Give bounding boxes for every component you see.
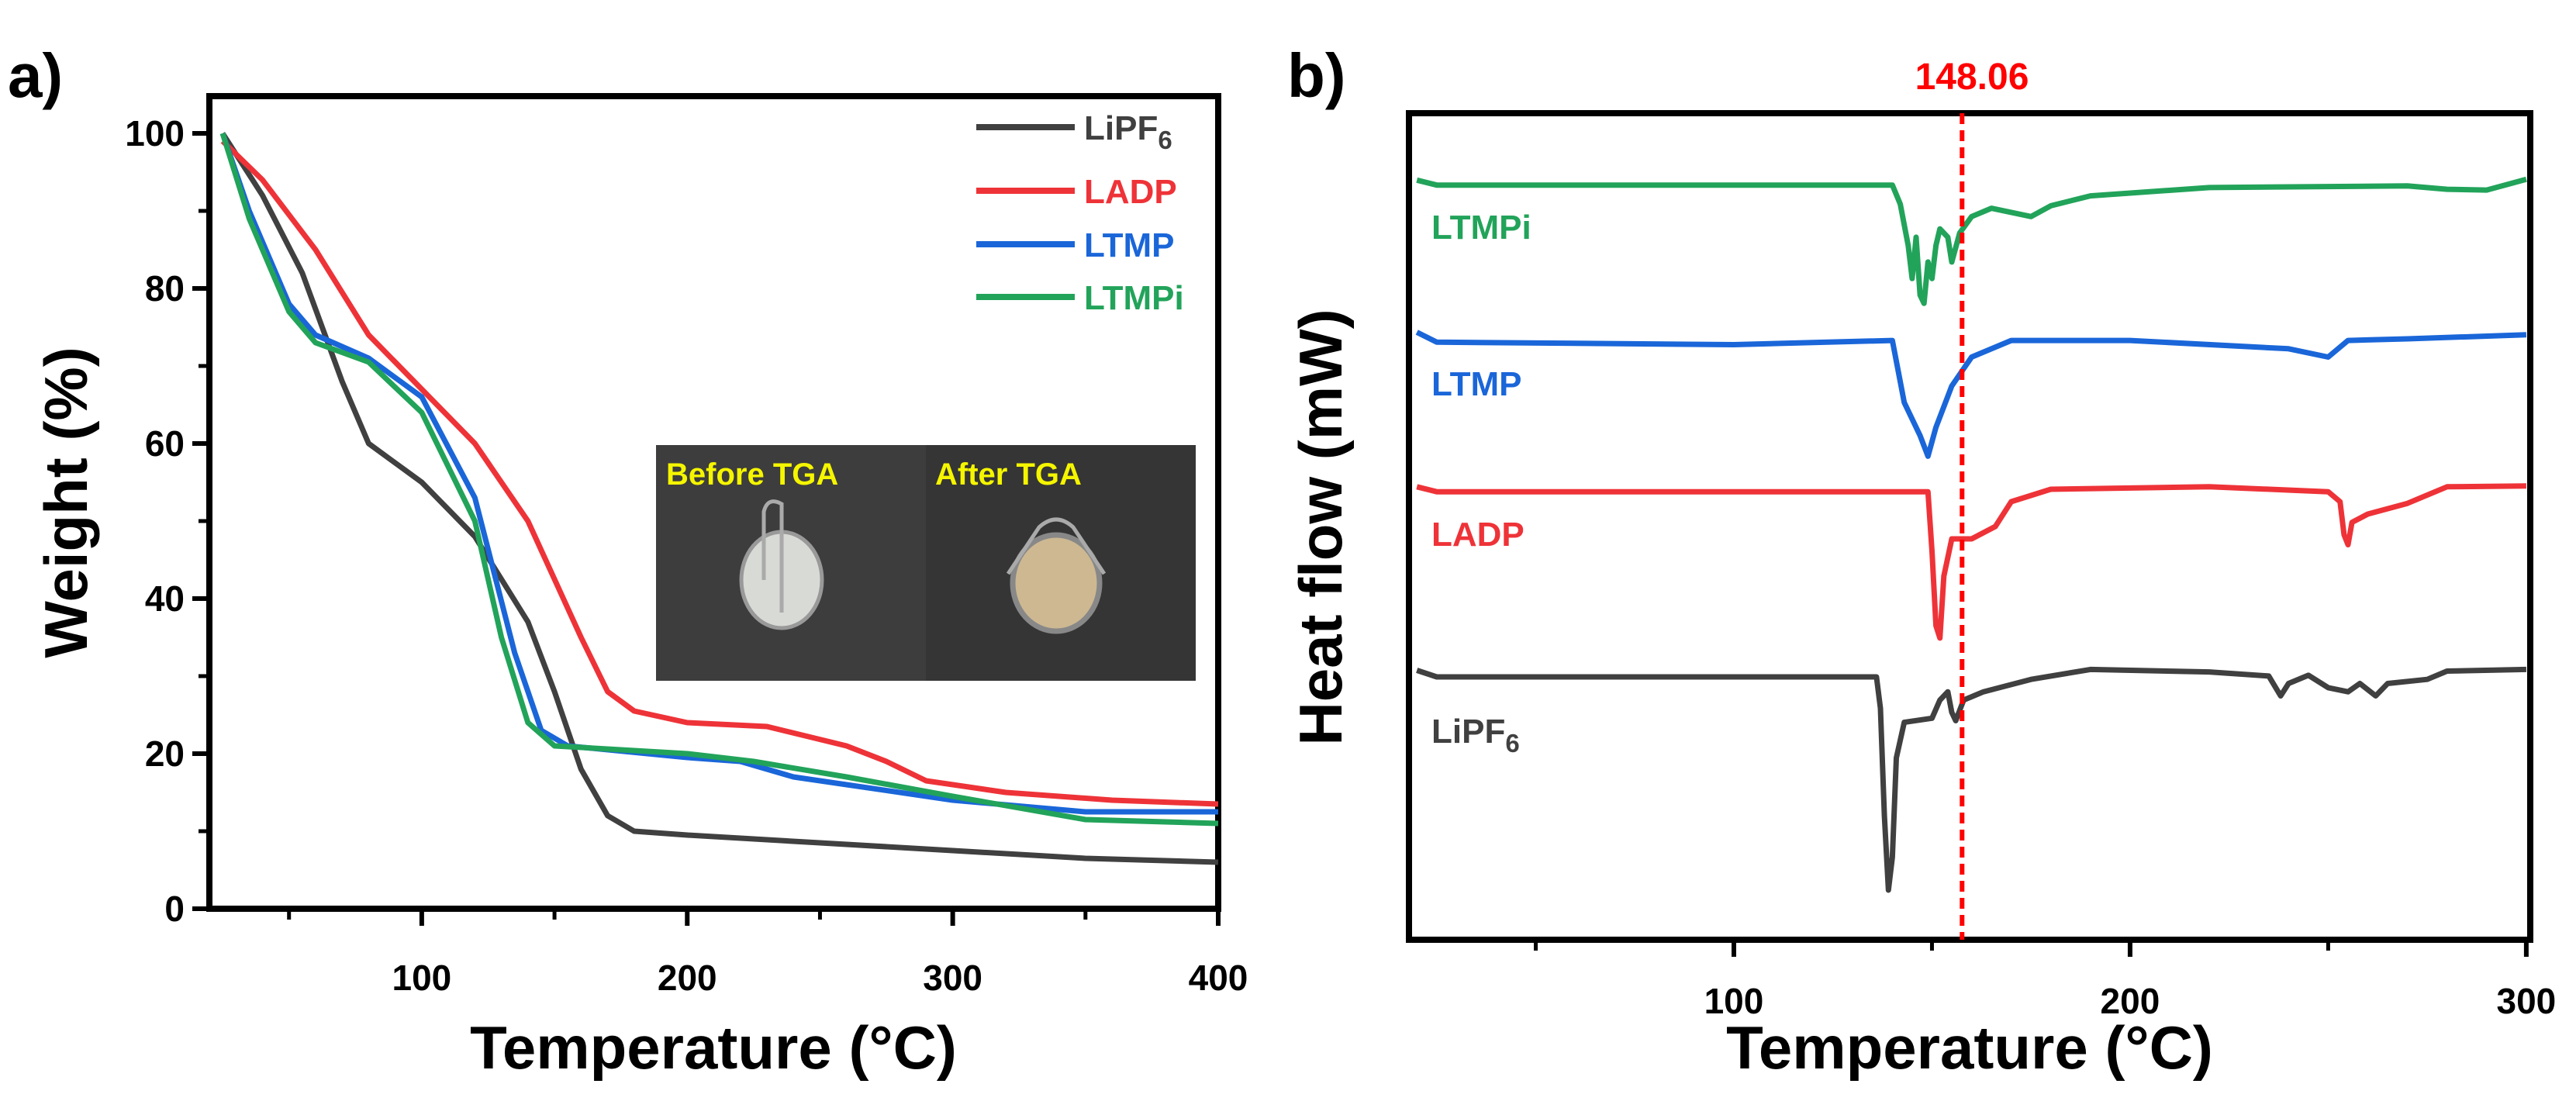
legend-item-ltmp: LTMP [976,226,1175,264]
panel-b-series-labels: LTMPi LTMP LADP LiPF6 [1431,209,1531,758]
legend-item-ladp: LADP [976,173,1177,211]
series-line-ladp [220,139,1219,807]
series-label-ltmpi: LTMPi [1431,209,1531,247]
series-line-ltmpi [1416,176,2527,306]
panel-a-x-axis-title: Temperature (°C) [470,1013,957,1082]
clip-after-tga [1006,517,1107,575]
panel-b-plot-frame [1406,110,2533,943]
y-tick-label: 60 [145,423,185,464]
panel-b-x-axis-title: Temperature (°C) [1726,1013,2213,1082]
series-label-lipf6: LiPF6 [1431,713,1520,758]
x-tick-label: 400 [1189,958,1248,998]
legend-label: LTMP [1084,226,1175,264]
panel-a-legend: LiPF6 LADP LTMP LTMPi [976,109,1184,317]
y-tick-label: 0 [164,889,185,929]
annotation-148-06: 148.06 [1915,57,2029,98]
panel-b-y-axis-title: Heat flow (mW) [1286,309,1355,745]
panel-b-label: b) [1287,41,1346,110]
panel-b-dsc: b) 100 200 300 LTMPi LTMP LADP LiPF6 148.06 T… [1286,41,2556,1082]
coin-after-tga [1010,532,1103,634]
legend-label: LADP [1084,173,1177,211]
y-tick-label: 40 [145,578,185,619]
legend-label: LTMPi [1084,279,1184,317]
panel-b-curves [1415,176,2527,893]
x-tick-label: 300 [923,958,982,998]
x-tick-label: 300 [2497,981,2557,1021]
legend-item-ltmpi: LTMPi [976,279,1184,317]
series-line-ladp [1416,483,2526,641]
inset-label-after: After TGA [935,457,1082,492]
series-line-ltmp [219,132,1218,815]
inset-photo: Before TGA After TGA [656,445,1196,681]
legend-item-lipf6: LiPF6 [976,109,1172,154]
series-line-lipf6 [1416,666,2526,893]
x-tick-label: 200 [658,958,717,998]
panel-a-curves [219,132,1219,865]
panel-a-label: a) [8,41,63,110]
series-line-ltmpi [219,132,1219,827]
y-tick-label: 100 [125,113,185,154]
panel-a-ticks: 100 200 300 400 0 20 40 60 80 100 [125,113,1248,998]
legend-label: LiPF6 [1084,109,1172,154]
series-label-ltmp: LTMP [1431,365,1522,403]
x-tick-label: 100 [392,958,452,998]
y-tick-label: 20 [145,733,185,774]
panel-b-ticks: 100 200 300 [1534,113,2557,1021]
x-tick-label: 200 [2101,981,2160,1021]
x-tick-label: 100 [1704,981,1764,1021]
y-tick-label: 80 [145,268,185,309]
panel-a-tga: a) Before TGA After TGA 100 200 300 400 0 20 4… [8,41,1248,1082]
clip-before-tga [761,499,784,613]
series-line-ltmp [1415,330,2527,459]
series-label-ladp: LADP [1431,516,1525,554]
panel-a-y-axis-title: Weight (%) [32,347,100,658]
inset-label-before: Before TGA [666,457,838,492]
